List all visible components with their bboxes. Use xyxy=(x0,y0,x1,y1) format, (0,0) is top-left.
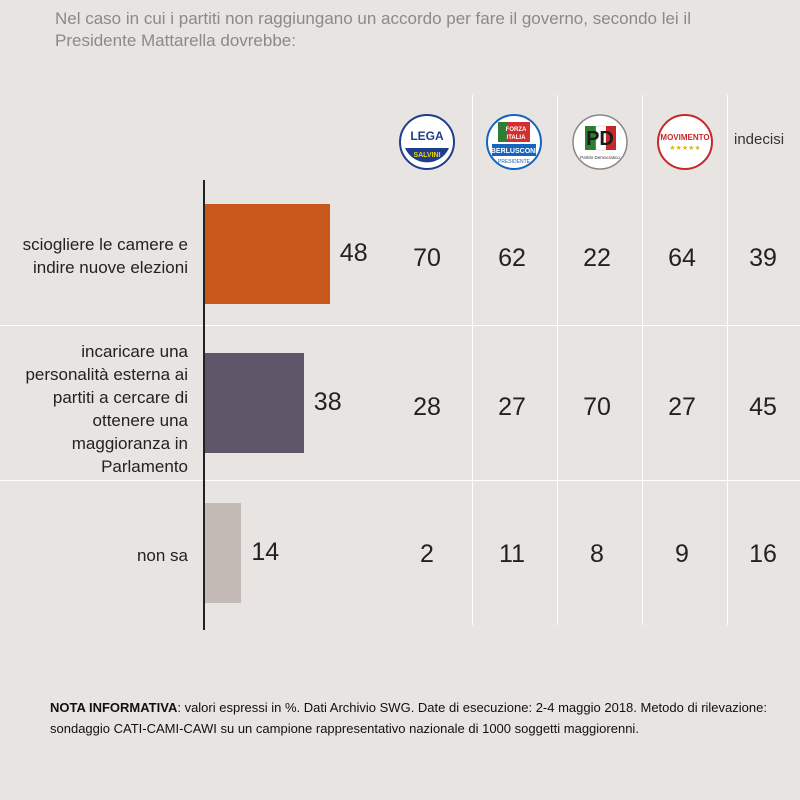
table-cell: 27 xyxy=(668,393,696,421)
table-cell: 16 xyxy=(749,540,777,568)
bar xyxy=(205,353,304,453)
category-label: sciogliere le camere e indire nuove elez… xyxy=(0,233,188,279)
category-label-line: non sa xyxy=(136,546,188,565)
m5s-logo-icon: MOVIMENTO ★★★★★ xyxy=(657,114,713,170)
footnote-heading: NOTA INFORMATIVA xyxy=(50,700,178,715)
table-cell: 11 xyxy=(499,540,525,568)
table-cell: 2 xyxy=(420,540,434,568)
category-label-line: incaricare una xyxy=(81,342,188,361)
table-cell: 70 xyxy=(413,244,441,272)
table-cell: 28 xyxy=(413,393,441,421)
category-label-line: personalità esterna ai xyxy=(25,365,188,384)
category-label-line: partiti a cercare di xyxy=(52,388,188,407)
lega-logo-icon: LEGA SALVINI xyxy=(399,114,455,170)
presidente-logo-text: PRESIDENTE xyxy=(498,159,531,165)
column-divider xyxy=(727,95,728,625)
table-cell: 27 xyxy=(498,393,526,421)
category-label-line: indire nuove elezioni xyxy=(33,258,188,277)
category-label: incaricare una personalità esterna ai pa… xyxy=(0,340,188,478)
table-cell: 62 xyxy=(498,244,526,272)
chart-axis xyxy=(203,180,205,630)
berlusconi-logo-text: BERLUSCONI xyxy=(491,148,537,155)
m5s-logo-text: MOVIMENTO xyxy=(660,133,709,142)
pd-logo-subtext: Partito Democratico xyxy=(580,155,620,160)
row-divider xyxy=(0,480,800,481)
category-label: non sa xyxy=(0,544,188,567)
category-label-line: maggioranza in xyxy=(71,434,188,453)
bar xyxy=(205,503,242,603)
bar-value-label: 48 xyxy=(339,239,368,267)
pd-logo-icon: PD Partito Democratico xyxy=(572,114,628,170)
category-label-line: sciogliere le camere e xyxy=(22,235,188,254)
bar xyxy=(205,204,330,304)
table-cell: 39 xyxy=(749,244,777,272)
category-label-line: Parlamento xyxy=(101,457,188,476)
table-cell: 22 xyxy=(583,244,611,272)
column-divider xyxy=(642,95,643,625)
column-header-indecisi: indecisi xyxy=(734,131,785,148)
table-cell: 8 xyxy=(590,540,604,568)
table-cell: 70 xyxy=(583,393,611,421)
row-divider xyxy=(0,325,800,326)
italia-logo-text: ITALIA xyxy=(507,135,527,141)
pd-logo-text: PD xyxy=(586,128,614,150)
forza-italia-logo-icon: FORZA ITALIA BERLUSCONI PRESIDENTE xyxy=(486,114,542,170)
bar-value-label: 38 xyxy=(313,388,342,416)
column-divider xyxy=(472,95,473,625)
table-cell: 9 xyxy=(675,540,689,568)
title-line-1: Nel caso in cui i partiti non raggiungan… xyxy=(55,9,691,28)
footnote: NOTA INFORMATIVA: valori espressi in %. … xyxy=(50,697,770,739)
chart-title: Nel caso in cui i partiti non raggiungan… xyxy=(55,8,755,52)
bar-value-label: 14 xyxy=(251,538,280,566)
table-cell: 64 xyxy=(668,244,696,272)
m5s-stars: ★★★★★ xyxy=(669,144,700,152)
lega-logo-text: LEGA xyxy=(410,129,444,143)
title-line-2: Presidente Mattarella dovrebbe: xyxy=(55,31,296,50)
forza-logo-text: FORZA xyxy=(506,127,527,133)
salvini-logo-text: SALVINI xyxy=(413,152,440,159)
column-divider xyxy=(557,95,558,625)
footnote-text: : valori espressi in %. Dati Archivio SW… xyxy=(50,700,767,736)
category-label-line: ottenere una xyxy=(92,411,188,430)
table-cell: 45 xyxy=(749,393,777,421)
